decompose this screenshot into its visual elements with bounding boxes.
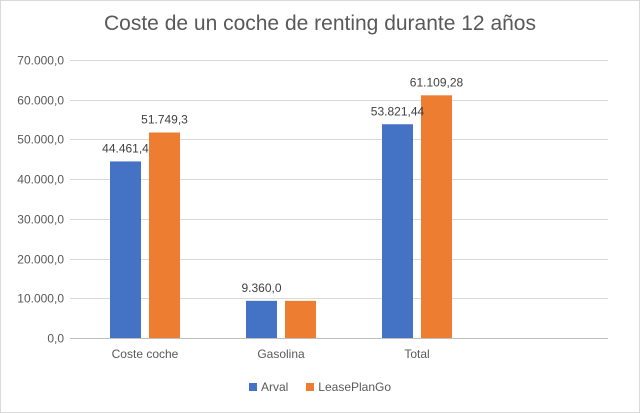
legend-item: Arval — [248, 380, 289, 394]
y-tick-label: 30.000,0 — [17, 213, 64, 227]
data-label: 61.109,28 — [410, 75, 464, 89]
bars — [110, 95, 452, 338]
y-tick-label: 10.000,0 — [17, 292, 64, 306]
data-label: 53.821,44 — [371, 104, 425, 118]
x-tick-label: Gasolina — [257, 347, 305, 361]
bar-leaseplango — [285, 300, 316, 338]
y-tick-label: 0,0 — [47, 332, 64, 346]
x-axis: Coste coche Gasolina Total — [112, 347, 430, 361]
legend-label: LeasePlanGo — [318, 380, 392, 394]
y-axis: 0,0 10.000,0 20.000,0 30.000,0 40.000,0 50.00… — [17, 54, 64, 346]
data-label: 9.360,0 — [241, 281, 281, 295]
legend-swatch — [248, 383, 257, 391]
y-tick-label: 70.000,0 — [17, 54, 64, 68]
y-tick-label: 60.000,0 — [17, 94, 64, 108]
data-label: 51.749,3 — [141, 112, 188, 126]
legend-item: LeasePlanGo — [306, 380, 391, 394]
chart-title: Coste de un coche de renting durante 12 … — [104, 12, 536, 35]
y-tick-label: 50.000,0 — [17, 133, 64, 147]
bar-leaseplango — [149, 132, 180, 338]
x-tick-label: Total — [404, 347, 429, 361]
bar-arval — [246, 300, 277, 338]
bar-arval — [382, 124, 413, 338]
x-tick-label: Coste coche — [112, 347, 179, 361]
data-labels: 44.461,4 51.749,3 9.360,0 53.821,44 61.109,2… — [102, 75, 463, 295]
y-tick-label: 40.000,0 — [17, 173, 64, 187]
bar-arval — [110, 161, 141, 338]
legend-label: Arval — [260, 380, 289, 394]
legend: Arval LeasePlanGo — [0, 380, 640, 394]
legend-swatch — [306, 383, 315, 391]
data-label: 44.461,4 — [102, 141, 149, 155]
y-tick-label: 20.000,0 — [17, 253, 64, 267]
bar-leaseplango — [421, 95, 452, 338]
